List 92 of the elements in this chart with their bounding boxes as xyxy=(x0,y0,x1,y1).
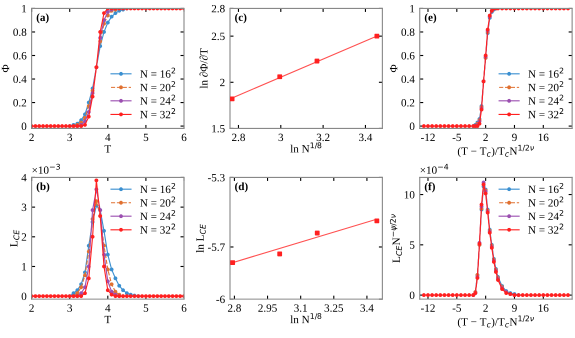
y-tick-label: 0.8 xyxy=(401,28,414,36)
x-tick-label: 5 xyxy=(144,134,148,142)
x-tick-label: 3.4 xyxy=(359,134,372,142)
x-tick-label: 3 xyxy=(67,134,72,142)
y-tick-label: 10 xyxy=(404,191,414,199)
legend-label: N = 20$^{2}$ xyxy=(528,81,564,92)
x-axis-title: ln N$^{1/8}$ xyxy=(290,142,322,152)
x-tick-label: 2 xyxy=(29,304,34,312)
legend-label: N = 16$^{2}$ xyxy=(528,182,564,194)
y-tick-label: 5 xyxy=(410,241,414,249)
annotation: (a) xyxy=(36,13,49,24)
x-tick-label: -5 xyxy=(452,134,462,142)
annotation: (b) xyxy=(36,182,50,192)
y-axis-title: ln ∂Φ/∂T xyxy=(199,48,208,88)
legend-label: N = 16$^{2}$ xyxy=(528,68,564,78)
text: ×10$^{−3}$ xyxy=(32,164,60,174)
legend-label: N = 24$^{2}$ xyxy=(140,210,176,220)
legend-label: N = 24$^{2}$ xyxy=(140,94,176,105)
x-tick-label: 2 xyxy=(483,134,488,142)
y-axis-title: ln L$_{CE}$ xyxy=(196,224,206,253)
legend-label: N = 16$^{2}$ xyxy=(140,182,176,194)
y-tick-label: 0.2 xyxy=(401,99,414,107)
x-tick-label: 5 xyxy=(144,304,148,312)
y-tick-label: 0.4 xyxy=(401,76,415,84)
y-tick-label: -6 xyxy=(216,296,225,304)
y-tick-label: 1 xyxy=(410,4,414,12)
y-tick-label: 0 xyxy=(22,122,26,130)
x-tick-label: 4 xyxy=(105,304,110,312)
annotation: (e) xyxy=(424,13,436,24)
y-tick-label: 2.5 xyxy=(212,32,225,40)
x-axis-title: T xyxy=(104,316,112,324)
x-axis-title: ln N$^{1/8}$ xyxy=(290,313,322,324)
x-tick-label: 6 xyxy=(182,304,186,312)
x-tick-label: 2.8 xyxy=(228,304,241,312)
y-tick-label: -5.7 xyxy=(208,244,225,251)
y-tick-label: 0.4 xyxy=(13,76,27,84)
legend-label: N = 32$^{2}$ xyxy=(140,224,176,234)
y-tick-label: 2 xyxy=(220,78,225,86)
x-tick-label: 2 xyxy=(483,304,488,312)
y-tick-label: 1.5 xyxy=(212,124,225,132)
legend-label: N = 20$^{2}$ xyxy=(528,196,564,207)
legend-label: N = 32$^{2}$ xyxy=(140,108,176,118)
x-tick-label: 3.4 xyxy=(360,304,374,312)
text: ×10$^{−4}$ xyxy=(420,164,448,174)
y-tick-label: 0.6 xyxy=(401,52,415,60)
x-axis-title: T xyxy=(104,145,112,152)
y-tick-label: 0.8 xyxy=(13,28,26,36)
y-axis-title: L$_{CE}$ xyxy=(10,230,20,247)
annotation: (c) xyxy=(235,13,246,24)
y-tick-label: 0.6 xyxy=(13,52,26,60)
x-tick-label: 3.25 xyxy=(324,304,344,312)
legend-label: N = 24$^{2}$ xyxy=(528,210,564,220)
x-tick-label: 3 xyxy=(278,134,284,142)
legend-label: N = 20$^{2}$ xyxy=(140,81,176,92)
legend-label: N = 24$^{2}$ xyxy=(528,94,564,105)
y-tick-label: 1 xyxy=(22,4,26,12)
x-tick-label: -12 xyxy=(420,304,435,312)
y-tick-label: 2.8 xyxy=(212,4,225,12)
legend-label: N = 32$^{2}$ xyxy=(528,108,564,118)
x-tick-label: 9 xyxy=(512,134,517,142)
y-tick-label: 3 xyxy=(22,204,26,212)
y-tick-label: 0 xyxy=(22,292,26,300)
x-tick-label: 2.8 xyxy=(232,134,245,142)
y-tick-label: 0 xyxy=(410,292,414,300)
x-tick-label: -5 xyxy=(452,304,462,312)
x-tick-label: 2.95 xyxy=(258,304,277,312)
x-tick-label: 16 xyxy=(538,134,549,142)
x-axis-title: (T − T$_{c}$)/T$_{c}$N$^{1/2ν}$ xyxy=(458,315,534,328)
legend-label: N = 16$^{2}$ xyxy=(140,68,176,78)
x-tick-label: 6 xyxy=(182,134,186,142)
y-axis-title: L$_{CE}$N$^{−ψ/2ν}$ xyxy=(390,214,402,263)
x-tick-label: -12 xyxy=(420,134,435,142)
x-tick-label: 9 xyxy=(512,304,517,312)
y-axis-title: Φ xyxy=(390,64,398,72)
x-tick-label: 16 xyxy=(538,304,549,312)
x-axis-title: (T − T$_{c}$)/T$_{c}$N$^{1/2ν}$ xyxy=(458,144,534,158)
annotation: (d) xyxy=(235,182,248,192)
y-axis-title: Φ xyxy=(2,64,10,72)
y-tick-label: 1 xyxy=(22,263,26,270)
legend-label: N = 20$^{2}$ xyxy=(140,196,176,207)
y-tick-label: 0.2 xyxy=(13,99,26,107)
x-tick-label: 3.1 xyxy=(294,304,307,312)
legend-label: N = 32$^{2}$ xyxy=(528,224,564,234)
annotation: (f) xyxy=(424,182,435,193)
y-tick-label: -5.3 xyxy=(208,174,225,182)
x-tick-label: 4 xyxy=(105,134,110,142)
y-tick-label: 0 xyxy=(410,122,414,130)
x-tick-label: 3.2 xyxy=(316,134,330,142)
x-tick-label: 3 xyxy=(67,304,72,312)
y-tick-label: 2 xyxy=(22,233,26,241)
x-tick-label: 2 xyxy=(29,134,34,142)
y-tick-label: 4 xyxy=(21,174,27,182)
